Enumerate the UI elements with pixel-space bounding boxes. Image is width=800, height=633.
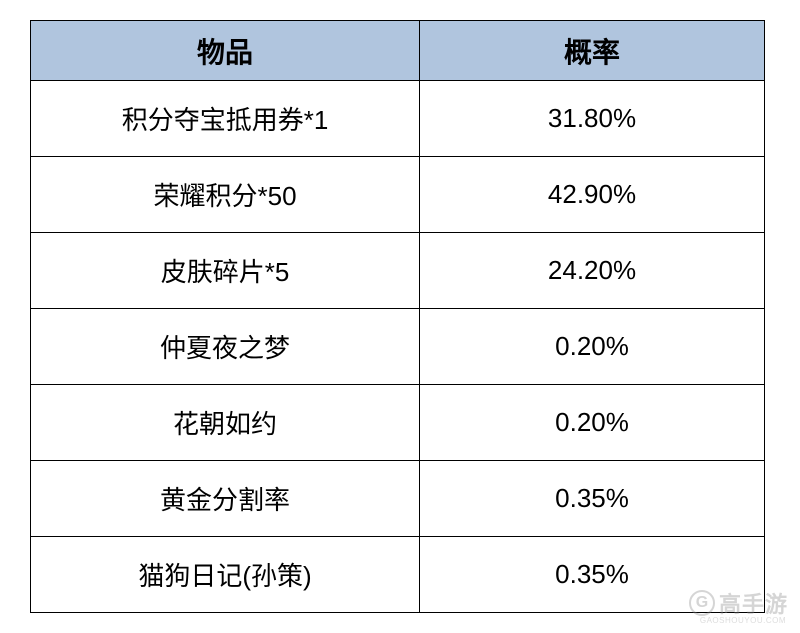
table-row: 皮肤碎片*5 24.20% xyxy=(31,233,765,309)
cell-rate: 0.20% xyxy=(420,309,765,385)
cell-item: 猫狗日记(孙策) xyxy=(31,537,420,613)
table-row: 积分夺宝抵用券*1 31.80% xyxy=(31,81,765,157)
cell-item: 仲夏夜之梦 xyxy=(31,309,420,385)
cell-rate: 24.20% xyxy=(420,233,765,309)
cell-rate: 42.90% xyxy=(420,157,765,233)
probability-table: 物品 概率 积分夺宝抵用券*1 31.80% 荣耀积分*50 42.90% 皮肤… xyxy=(30,20,765,613)
cell-item: 黄金分割率 xyxy=(31,461,420,537)
watermark-text: 高手游 xyxy=(719,587,788,619)
cell-rate: 0.20% xyxy=(420,385,765,461)
watermark-icon: G xyxy=(689,590,715,616)
table-row: 黄金分割率 0.35% xyxy=(31,461,765,537)
table-row: 花朝如约 0.20% xyxy=(31,385,765,461)
watermark-subtext: GAOSHOUYOU.COM xyxy=(700,616,786,625)
table-row: 猫狗日记(孙策) 0.35% xyxy=(31,537,765,613)
cell-item: 积分夺宝抵用券*1 xyxy=(31,81,420,157)
cell-item: 荣耀积分*50 xyxy=(31,157,420,233)
cell-rate: 31.80% xyxy=(420,81,765,157)
table-row: 荣耀积分*50 42.90% xyxy=(31,157,765,233)
table-header-row: 物品 概率 xyxy=(31,21,765,81)
cell-item: 花朝如约 xyxy=(31,385,420,461)
header-item: 物品 xyxy=(31,21,420,81)
header-rate: 概率 xyxy=(420,21,765,81)
table-body: 积分夺宝抵用券*1 31.80% 荣耀积分*50 42.90% 皮肤碎片*5 2… xyxy=(31,81,765,613)
cell-rate: 0.35% xyxy=(420,461,765,537)
cell-item: 皮肤碎片*5 xyxy=(31,233,420,309)
probability-table-container: 物品 概率 积分夺宝抵用券*1 31.80% 荣耀积分*50 42.90% 皮肤… xyxy=(0,0,800,633)
watermark: G 高手游 xyxy=(689,587,788,619)
table-row: 仲夏夜之梦 0.20% xyxy=(31,309,765,385)
